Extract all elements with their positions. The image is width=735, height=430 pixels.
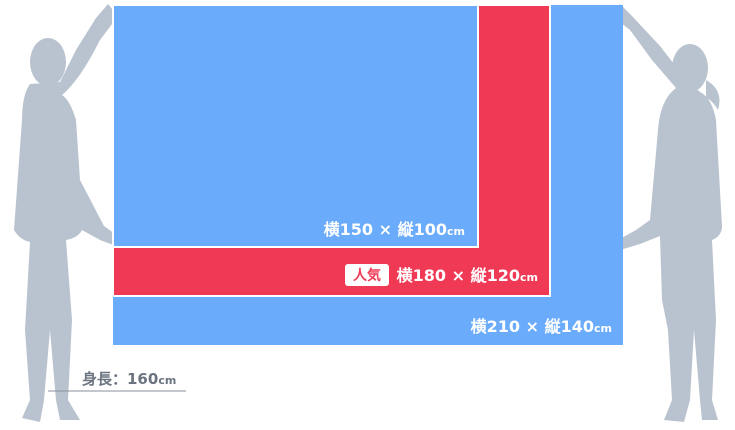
- size-text: 横180 × 縦120: [397, 266, 520, 285]
- size-label: 横210 × 縦140cm: [471, 317, 612, 336]
- unit: cm: [447, 225, 465, 238]
- unit: cm: [594, 322, 612, 335]
- unit: cm: [158, 374, 176, 387]
- badge: [345, 264, 389, 286]
- size-text: 横150 × 縦100: [324, 220, 447, 239]
- size-label: 横180 × 縦120cm: [397, 266, 538, 285]
- height-label: 身長：160cm: [82, 370, 176, 388]
- right-person: [612, 4, 722, 422]
- size-text: 横210 × 縦140: [471, 317, 594, 336]
- flag-small: [112, 4, 479, 248]
- size-label: 横150 × 縦100cm: [324, 220, 465, 239]
- height-text: 身長：160: [82, 370, 158, 388]
- badge-text: 人気: [353, 267, 381, 284]
- left-person: [14, 4, 118, 422]
- unit: cm: [520, 271, 538, 284]
